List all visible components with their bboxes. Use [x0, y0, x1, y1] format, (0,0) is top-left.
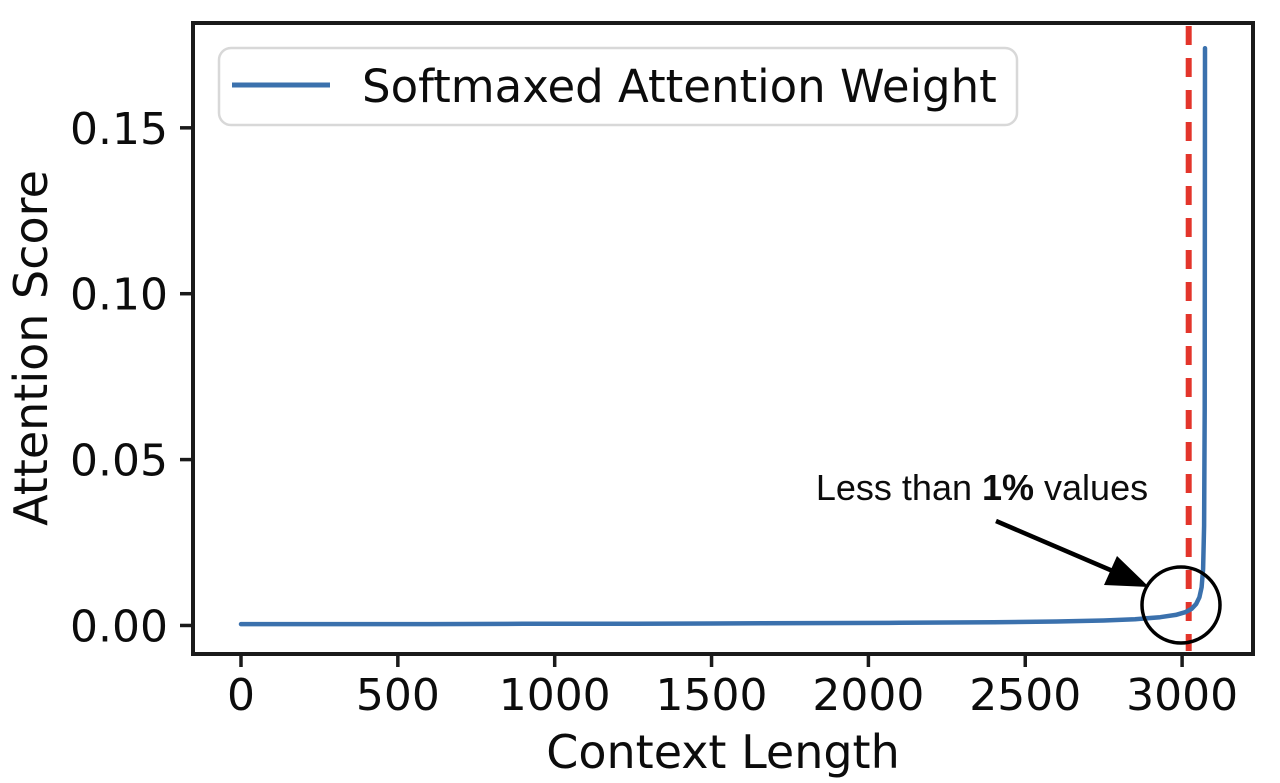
x-tick-label: 3000 — [1126, 670, 1238, 721]
legend-label: Softmaxed Attention Weight — [362, 60, 997, 113]
y-tick-label: 0.10 — [70, 270, 168, 321]
y-tick-label: 0.00 — [70, 601, 168, 652]
x-axis-label: Context Length — [546, 725, 900, 779]
x-tick-label: 0 — [227, 670, 255, 721]
x-tick-label: 1000 — [499, 670, 611, 721]
y-axis-label: Attention Score — [4, 170, 58, 526]
annotation-text-prefix: Less than — [816, 467, 982, 508]
annotation-text: Less than 1% values — [816, 467, 1148, 508]
attention-curve — [238, 45, 1208, 627]
plot-border — [191, 21, 1255, 656]
x-tick-label: 2500 — [969, 670, 1081, 721]
y-tick-label: 0.15 — [70, 104, 168, 155]
x-tick-label: 500 — [356, 670, 440, 721]
annotation-text-bold: 1% — [982, 467, 1034, 508]
annotation-circle — [1140, 565, 1222, 645]
annotation-arrow-shaft — [995, 518, 1123, 578]
legend: Softmaxed Attention Weight — [217, 46, 1019, 127]
annotation-arrowhead-icon — [1104, 556, 1149, 587]
annotation-text-suffix: values — [1034, 467, 1148, 508]
x-axis-ticks: 0 500 1000 1500 2000 2500 3000 — [227, 654, 1238, 721]
y-axis-ticks: 0.00 0.05 0.10 0.15 — [70, 104, 193, 652]
y-tick-label: 0.05 — [70, 436, 168, 487]
x-tick-label: 1500 — [656, 670, 768, 721]
legend-box — [217, 46, 1019, 127]
x-tick-label: 2000 — [812, 670, 924, 721]
